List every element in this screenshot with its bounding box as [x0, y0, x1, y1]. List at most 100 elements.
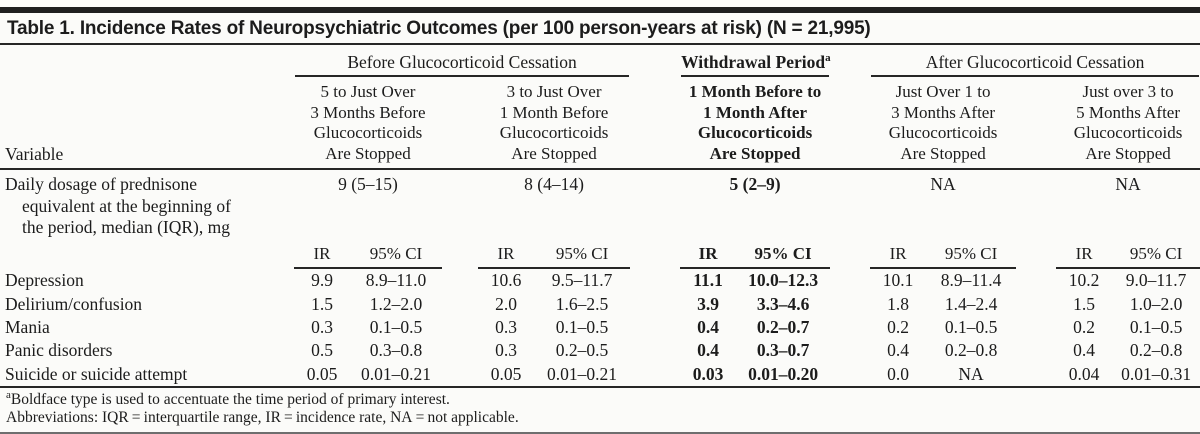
period-line: Glucocorticoids: [499, 123, 609, 142]
cell-ir: 0.2: [887, 316, 909, 337]
spacer: [830, 316, 870, 339]
footnote-text: Boldface type is used to accentuate the …: [10, 390, 450, 408]
stat-header-row: IR 95% CI IR 95% CI IR 95% CI IR 95% CI …: [0, 242, 1200, 269]
dosage-value: 5 (2–9): [729, 174, 781, 194]
period-line: Just Over 1 to: [895, 82, 991, 101]
table-row-delirium: Delirium/confusion 1.5 1.2–2.0 2.0 1.6–2…: [0, 292, 1200, 315]
spacer: [630, 362, 681, 388]
spacer: [630, 242, 680, 268]
cell-ir: 1.5: [1073, 293, 1095, 314]
cell-ci: 9.5–11.7: [551, 270, 613, 291]
cell-ir: 9.9: [311, 270, 333, 291]
column-group-after: After Glucocorticoid Cessation: [870, 45, 1200, 77]
period-header-5: Just over 3 to 5 Months After Glucocorti…: [1056, 77, 1200, 170]
cell-ci: 0.01–0.20: [736, 362, 831, 388]
spacer: [0, 45, 294, 77]
spacer: [830, 77, 871, 170]
period-line: 3 Months Before: [310, 102, 426, 122]
spacer: [442, 339, 478, 362]
spacer: [830, 362, 871, 388]
column-group-withdrawal: Withdrawal Perioda: [680, 45, 831, 77]
cell-ci: NA: [926, 362, 1017, 388]
period-header-2: 3 to Just Over 1 Month Before Glucocorti…: [478, 77, 631, 170]
cell-ir: 0.4: [887, 340, 909, 361]
row-label: Panic disorders: [5, 340, 113, 361]
ci-header: 95% CI: [1112, 242, 1200, 269]
cell-ir: 0.4: [697, 340, 719, 361]
ci-header: 95% CI: [534, 242, 631, 269]
spacer: [442, 292, 478, 315]
spacer: [630, 316, 680, 339]
cell-ir: 0.3: [495, 340, 517, 361]
period-line: Are Stopped: [511, 143, 597, 163]
row-label: Mania: [5, 316, 50, 337]
ir-header: IR: [294, 242, 350, 269]
cell-ir: 0.05: [478, 362, 534, 388]
period-header-1: 5 to Just Over 3 Months Before Glucocort…: [294, 77, 442, 170]
footnote-abbreviations: Abbreviations: IQR = interquartile range…: [6, 409, 1200, 428]
period-line: 5 Months After: [1076, 102, 1180, 122]
cell-ir: 1.8: [887, 293, 909, 314]
cell-ir: 0.05: [294, 362, 350, 388]
spacer: [630, 268, 680, 292]
spacer: [630, 169, 680, 242]
period-line: 3 to Just Over: [506, 82, 602, 101]
footnote-marker-a: a: [825, 52, 831, 65]
column-group-header-row: Before Glucocorticoid Cessation Withdraw…: [0, 45, 1200, 77]
spacer: [1016, 242, 1056, 268]
cell-ci: 0.1–0.5: [369, 316, 423, 337]
spacer: [630, 292, 680, 315]
spacer: [630, 77, 681, 170]
spacer: [630, 45, 680, 77]
table-row-mania: Mania 0.3 0.1–0.5 0.3 0.1–0.5 0.4 0.2–0.…: [0, 316, 1200, 339]
cell-ir: 0.4: [697, 316, 719, 337]
footnote-marker: a: [6, 388, 11, 401]
period-header-withdrawal: 1 Month Before to 1 Month After Glucocor…: [680, 77, 831, 170]
dosage-label-line: the period, median (IQR), mg: [22, 217, 231, 237]
cell-ci: 0.2–0.7: [756, 316, 810, 337]
period-line: 1 Month Before: [499, 102, 609, 122]
ci-header: 95% CI: [926, 242, 1017, 269]
table-row-depression: Depression 9.9 8.9–11.0 10.6 9.5–11.7 11…: [0, 268, 1200, 292]
cell-ir: 3.9: [697, 293, 719, 314]
spacer: [442, 268, 478, 292]
row-label: Depression: [5, 269, 84, 290]
ci-header: 95% CI: [350, 242, 442, 269]
ci-header-withdrawal: 95% CI: [736, 242, 831, 269]
spacer: [442, 77, 478, 170]
cell-ci: 10.0–12.3: [748, 270, 819, 291]
spacer: [1016, 292, 1056, 315]
dosage-value: NA: [930, 174, 956, 194]
cell-ci: 0.2–0.5: [555, 340, 609, 361]
cell-ci: 1.2–2.0: [369, 293, 423, 314]
cell-ir: 0.3: [311, 316, 333, 337]
cell-ci: 0.1–0.5: [1129, 316, 1183, 337]
column-group-before: Before Glucocorticoid Cessation: [294, 45, 630, 77]
period-line: 1 Month Before to: [688, 82, 822, 101]
footnote-boldface: aBoldface type is used to accentuate the…: [6, 388, 1200, 410]
spacer: [1016, 77, 1057, 170]
period-line: Are Stopped: [709, 143, 801, 163]
cell-ci: 0.3–0.8: [369, 340, 423, 361]
period-line: Glucocorticoids: [888, 123, 998, 142]
spacer: [830, 242, 870, 268]
cell-ci: 0.2–0.8: [1129, 340, 1183, 361]
cell-ci: 0.1–0.5: [944, 316, 998, 337]
period-line: Are Stopped: [1085, 143, 1171, 163]
spacer: [830, 45, 870, 77]
spacer: [1016, 362, 1057, 388]
cell-ir: 0.4: [1073, 340, 1095, 361]
row-label: Suicide or suicide attempt: [0, 362, 294, 388]
dosage-label-line: equivalent at the beginning of: [22, 195, 231, 216]
period-line: Glucocorticoids: [697, 123, 813, 142]
cell-ir: 1.5: [311, 293, 333, 314]
cell-ci: 0.1–0.5: [555, 316, 609, 337]
dosage-row: Daily dosage of prednisone equivalent at…: [0, 169, 1200, 242]
table-row-suicide: Suicide or suicide attempt 0.05 0.01–0.2…: [0, 362, 1200, 388]
row-label: Delirium/confusion: [5, 293, 143, 314]
variable-header: Variable: [0, 77, 294, 170]
cell-ir: 0.03: [680, 362, 737, 388]
footnote-text: Abbreviations: IQR = interquartile range…: [6, 409, 519, 427]
dosage-label-line: Daily dosage of prednisone: [5, 174, 197, 194]
table-title: Table 1. Incidence Rates of Neuropsychia…: [0, 13, 1200, 45]
